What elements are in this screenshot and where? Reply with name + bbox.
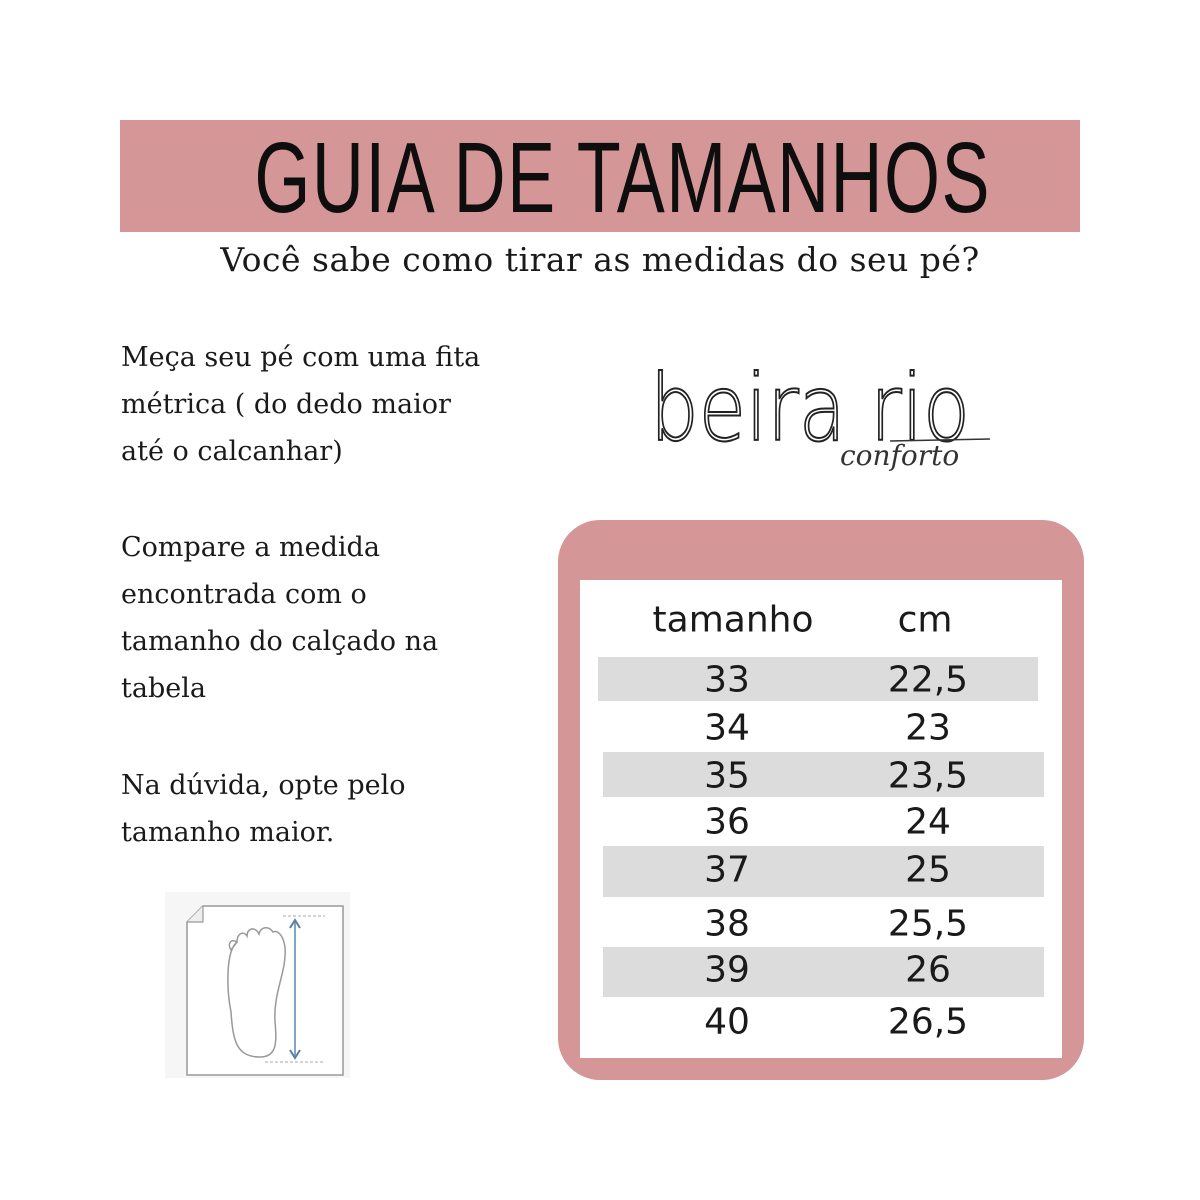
cell-cm: 26,5 (887, 1001, 969, 1043)
row-stripe (598, 657, 1038, 701)
cell-cm: 23,5 (887, 755, 969, 797)
title-banner: GUIA DE TAMANHOS (120, 120, 1080, 232)
cell-cm: 23 (905, 707, 951, 749)
cell-cm: 26 (905, 949, 951, 991)
cell-size: 37 (704, 849, 750, 891)
cell-cm: 24 (905, 801, 951, 843)
cell-size: 36 (704, 801, 750, 843)
header-size: tamanho (652, 599, 814, 641)
foot-measurement-icon (165, 892, 350, 1078)
instruction-doubt: Na dúvida, opte pelo tamanho maior. (121, 770, 406, 848)
instruction-compare: Compare a medida encontrada com o tamanh… (121, 532, 439, 704)
cell-cm: 25 (905, 849, 951, 891)
subtitle: Você sabe como tirar as medidas do seu p… (220, 240, 980, 279)
row-stripe (603, 752, 1044, 797)
cell-size: 35 (704, 755, 750, 797)
header-cm: cm (897, 599, 953, 641)
row-stripe (603, 947, 1044, 997)
cell-size: 33 (704, 659, 750, 701)
page-title: GUIA DE TAMANHOS (254, 122, 991, 234)
cell-cm: 22,5 (887, 659, 969, 701)
logo-brand: beira rio (650, 355, 970, 462)
size-table: tamanho cm 33 22,5 34 23 35 23,5 36 24 37 25 38 25,5 3… (558, 520, 1084, 1080)
cell-cm: 25,5 (887, 903, 969, 945)
cell-size: 38 (704, 903, 750, 945)
cell-size: 34 (704, 707, 750, 749)
row-stripe (603, 846, 1044, 897)
cell-size: 40 (704, 1001, 750, 1043)
logo-tagline: conforto (840, 439, 959, 472)
brand-logo: beira rio conforto (645, 354, 995, 480)
size-table-body: tamanho cm 33 22,5 34 23 35 23,5 36 24 37 25 38 25,5 3… (580, 580, 1062, 1058)
instruction-measure: Meça seu pé com uma fita métrica ( do de… (121, 342, 481, 467)
cell-size: 39 (704, 949, 750, 991)
